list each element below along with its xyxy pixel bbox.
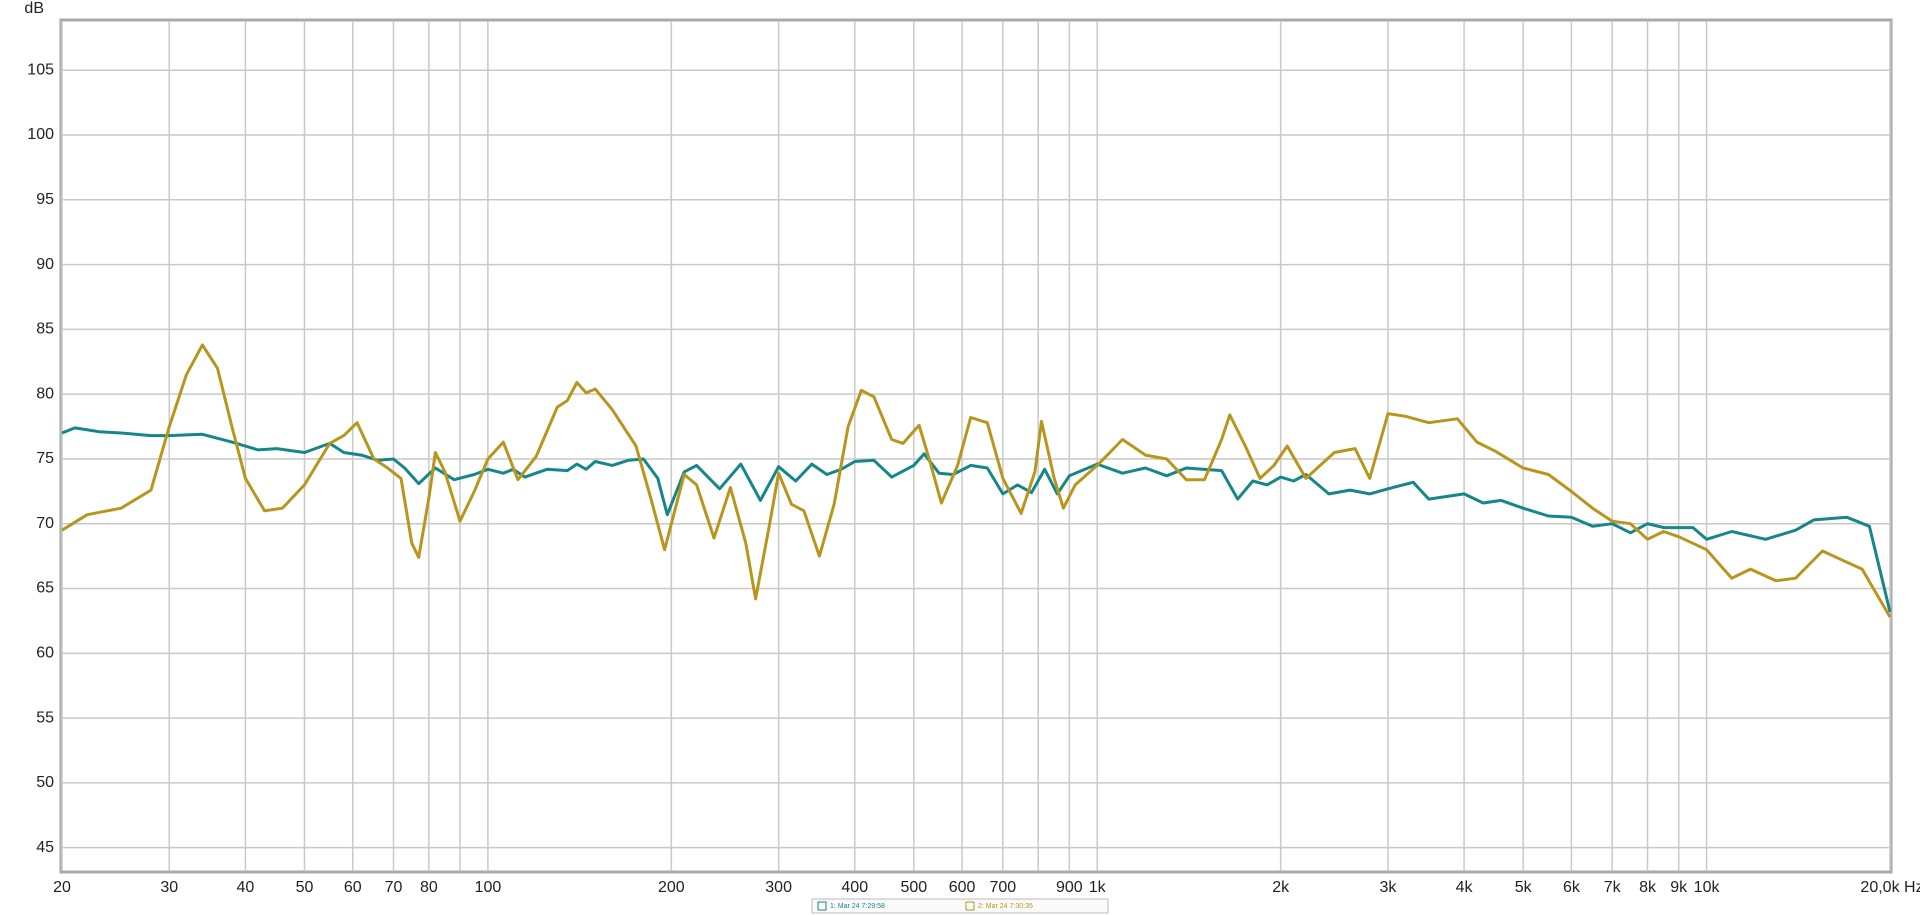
x-tick-label: 8k — [1639, 879, 1657, 896]
x-tick-label: 10k — [1694, 879, 1721, 896]
x-tick-label: 500 — [900, 879, 927, 896]
series-line — [61, 426, 1892, 613]
x-tick-label: 50 — [296, 879, 314, 896]
y-tick-label: 75 — [36, 450, 54, 467]
x-tick-label: 400 — [841, 879, 868, 896]
x-tick-label: 70 — [385, 879, 403, 896]
legend-label: 1: Mar 24 7:29:58 — [830, 903, 885, 910]
x-tick-label: 3k — [1380, 879, 1398, 896]
x-tick-label: 4k — [1456, 879, 1474, 896]
x-tick-label: 5k — [1515, 879, 1533, 896]
y-tick-label: 85 — [36, 321, 54, 338]
y-tick-label: 95 — [36, 191, 54, 208]
x-tick-label: 80 — [420, 879, 438, 896]
legend-swatch — [817, 901, 827, 911]
x-tick-label: 40 — [237, 879, 255, 896]
x-tick-label: 60 — [344, 879, 362, 896]
series-line — [61, 343, 1892, 618]
plot-frame — [59, 18, 1893, 874]
x-tick-label: 600 — [949, 879, 976, 896]
x-tick-label: 1k — [1089, 879, 1107, 896]
y-tick-label: 105 — [27, 61, 54, 78]
legend-box — [811, 898, 1109, 914]
x-tick-label: 2k — [1272, 879, 1290, 896]
y-tick-label: 90 — [36, 256, 54, 273]
y-tick-label: 55 — [36, 709, 54, 726]
x-tick-label: 20,0k Hz — [1860, 879, 1920, 896]
legend: 1: Mar 24 7:29:58 2: Mar 24 7:30:35 — [811, 898, 1109, 914]
y-tick-label: 100 — [27, 126, 54, 143]
x-tick-label: 300 — [765, 879, 792, 896]
y-tick-label: 50 — [36, 774, 54, 791]
y-tick-label: 70 — [36, 515, 54, 532]
x-tick-label: 700 — [990, 879, 1017, 896]
y-tick-label: 60 — [36, 645, 54, 662]
y-tick-label: 80 — [36, 385, 54, 402]
legend-swatch — [965, 901, 975, 911]
x-tick-label: 200 — [658, 879, 685, 896]
legend-label: 2: Mar 24 7:30:35 — [978, 903, 1033, 910]
x-tick-label: 7k — [1604, 879, 1622, 896]
x-tick-label: 9k — [1670, 879, 1688, 896]
y-axis-label: dB — [24, 0, 44, 17]
x-tick-label: 20 — [53, 879, 71, 896]
x-tick-label: 100 — [475, 879, 502, 896]
x-tick-label: 900 — [1056, 879, 1083, 896]
x-tick-label: 6k — [1563, 879, 1581, 896]
x-tick-label: 30 — [160, 879, 178, 896]
y-tick-label: 65 — [36, 580, 54, 597]
y-tick-label: 45 — [36, 839, 54, 856]
